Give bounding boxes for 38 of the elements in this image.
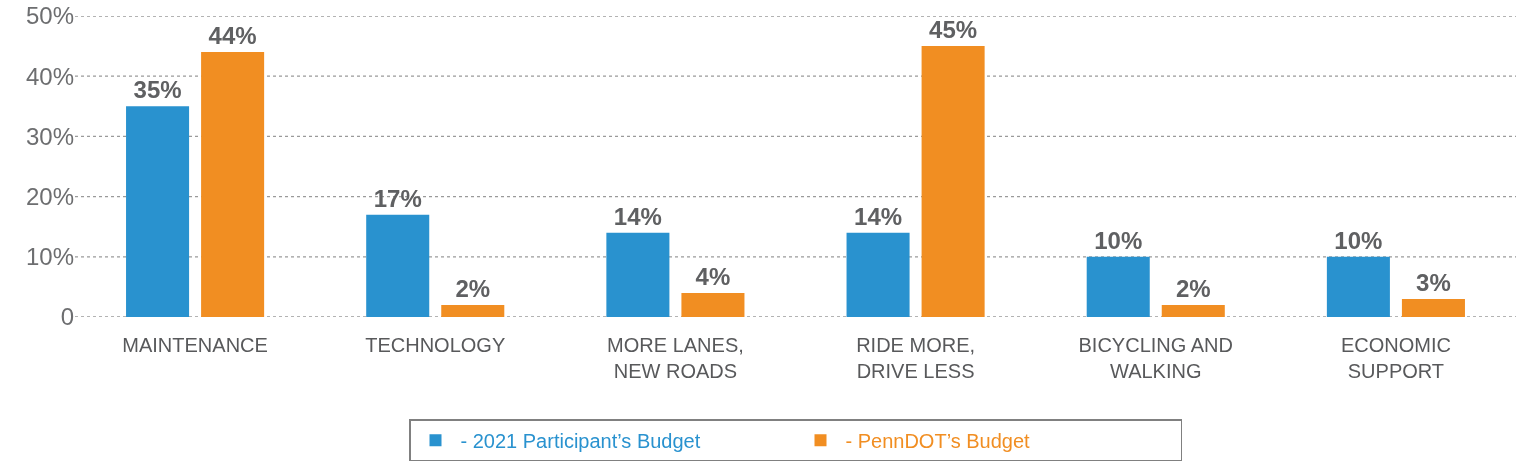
data-label: 3% [1416,268,1451,296]
x-tick-label: BICYCLING AND WALKING [1078,334,1233,382]
y-tick-label: 20% [25,183,74,210]
y-tick-label: 10% [25,243,74,271]
bar [606,232,670,317]
data-label: 10% [1094,226,1143,254]
data-label: 2% [1175,274,1211,302]
x-tick-label: MORE LANES, NEW ROADS [607,334,744,382]
y-tick-label: 40% [25,62,74,90]
bar [366,214,430,317]
data-label: 44% [208,22,257,50]
data-label: 2% [455,274,491,302]
bar [1326,256,1390,317]
data-label: 17% [373,184,422,212]
data-label: 14% [613,202,662,230]
data-label: 10% [1334,226,1383,254]
legend-label: - PennDOT’s Budget [845,430,1031,453]
data-label: 45% [929,16,978,44]
data-label: 4% [695,262,731,290]
x-tick-label: TECHNOLOGY [365,334,506,356]
data-label: 35% [133,76,182,104]
y-tick-label: 0 [60,303,74,331]
x-tick-label: RIDE MORE, DRIVE LESS [856,334,976,382]
x-tick-label: MAINTENANCE [122,334,268,356]
x-tick-label: ECONOMIC SUPPORT [1340,334,1451,382]
y-tick-label: 50% [25,2,74,30]
bar [126,106,190,317]
bar [1401,298,1465,317]
bar [1161,304,1225,317]
bar [681,292,745,317]
y-tick-label: 30% [25,122,74,150]
bar [1086,256,1150,317]
bar [201,52,265,317]
legend-label: - 2021 Participant’s Budget [460,430,701,453]
bar [846,232,910,317]
bar [441,304,505,317]
bar [921,46,985,317]
data-label: 14% [854,202,903,230]
